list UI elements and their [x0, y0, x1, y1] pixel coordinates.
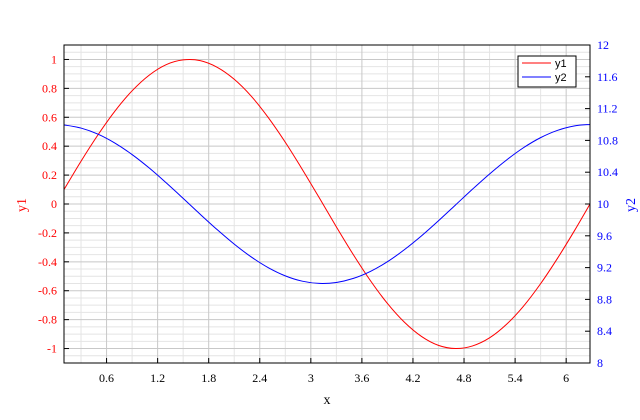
grid-lines — [64, 44, 590, 364]
x-tick-label: 1.2 — [150, 371, 165, 385]
x-tick-label: 4.8 — [457, 371, 472, 385]
y-left-tick-label: 0.8 — [42, 81, 57, 95]
x-tick-label: 2.4 — [252, 371, 267, 385]
x-tick-label: 4.2 — [405, 371, 420, 385]
x-tick-label: 3.6 — [354, 371, 369, 385]
y-right-tick-label: 11.6 — [597, 70, 618, 84]
series-line-y1 — [63, 58, 591, 350]
legend-label-y2: y2 — [555, 72, 567, 84]
axis-tick-labels: 0.6 1.2 1.8 2.4 3 3.6 4.2 4.8 5.4 610.80.60.40.20… — [38, 38, 618, 385]
y-right-tick-label: 9.2 — [597, 261, 612, 275]
x-tick-label: 5.4 — [508, 371, 523, 385]
legend-box — [517, 55, 577, 88]
y-left-tick-label: 0.4 — [42, 139, 57, 153]
x-tick-label: 6 — [563, 371, 569, 385]
y-right-tick-label: 9.6 — [597, 229, 612, 243]
x-axis-title: x — [324, 393, 331, 408]
y-left-tick-label: -0.6 — [38, 284, 57, 298]
y-right-tick-label: 8.8 — [597, 292, 612, 306]
y-left-axis-title: y1 — [15, 198, 30, 212]
y-right-tick-label: 10 — [597, 197, 609, 211]
y-left-tick-label: 0 — [51, 197, 57, 211]
series-line-y2 — [63, 124, 591, 284]
y-left-tick-label: -0.4 — [38, 255, 57, 269]
legend-label-y1: y1 — [555, 58, 567, 70]
y-right-tick-label: 10.4 — [597, 165, 618, 179]
x-tick-label: 3 — [308, 371, 314, 385]
y-right-tick-label: 11.2 — [597, 102, 618, 116]
y-right-tick-label: 10.8 — [597, 133, 618, 147]
y-right-tick-label: 12 — [597, 38, 609, 52]
y-right-tick-label: 8.4 — [597, 324, 612, 338]
y-left-tick-label: 0.2 — [42, 168, 57, 182]
y-left-tick-label: -1 — [47, 342, 57, 356]
axis-ticks — [64, 44, 590, 364]
x-tick-label: 1.8 — [201, 371, 216, 385]
y-left-tick-label: -0.8 — [38, 313, 57, 327]
y-left-tick-label: 0.6 — [42, 110, 57, 124]
series-layer — [63, 58, 591, 350]
x-tick-label: 0.6 — [99, 371, 114, 385]
y-right-tick-label: 8 — [597, 356, 603, 370]
y-left-tick-label: 1 — [51, 52, 57, 66]
legend: y1 y2 — [517, 55, 577, 88]
y-left-tick-label: -0.2 — [38, 226, 57, 240]
y-right-axis-title: y2 — [624, 198, 639, 212]
